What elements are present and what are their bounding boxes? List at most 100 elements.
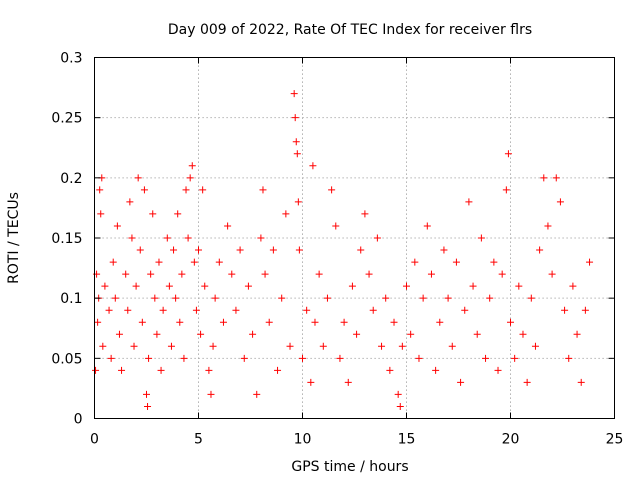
data-point (577, 378, 585, 386)
data-point (382, 294, 390, 302)
data-point (143, 390, 150, 398)
data-point (240, 354, 248, 362)
data-point (586, 258, 594, 266)
data-point (536, 246, 544, 254)
data-point (386, 366, 394, 374)
data-point (394, 390, 402, 398)
data-point (423, 222, 431, 230)
data-point (452, 258, 460, 266)
data-point (448, 342, 456, 350)
data-point (332, 222, 340, 230)
data-point (498, 270, 506, 278)
data-point (132, 282, 140, 290)
data-point (427, 270, 435, 278)
data-point (544, 222, 552, 230)
data-point (540, 174, 548, 182)
data-point (556, 198, 564, 206)
data-point (473, 330, 481, 338)
data-point (244, 282, 252, 290)
data-point (265, 318, 273, 326)
data-point (180, 354, 188, 362)
data-point (192, 306, 200, 314)
data-point (286, 342, 294, 350)
data-point (477, 234, 485, 242)
x-tick-label: 25 (606, 432, 624, 448)
data-point (373, 234, 381, 242)
data-point (259, 186, 267, 194)
data-point (109, 258, 117, 266)
y-tick-label: 0.25 (51, 111, 82, 127)
data-point (145, 354, 153, 362)
data-point (205, 366, 213, 374)
data-point (118, 366, 126, 374)
data-point (92, 366, 100, 374)
grid-lines (94, 57, 615, 419)
data-point (111, 294, 119, 302)
data-point (573, 330, 581, 338)
data-point (253, 390, 261, 398)
data-point (407, 330, 415, 338)
data-point (209, 342, 217, 350)
x-tick-label: 20 (502, 432, 520, 448)
data-point (328, 186, 336, 194)
data-point (502, 186, 510, 194)
x-tick-labels: 0 5 10 15 20 25 (90, 432, 623, 448)
data-point (167, 342, 175, 350)
x-tick-label: 15 (398, 432, 416, 448)
data-point (176, 318, 184, 326)
x-axis-label: GPS time / hours (291, 459, 408, 475)
data-point (211, 294, 219, 302)
x-tick-label: 0 (90, 432, 99, 448)
data-point (174, 210, 182, 218)
data-point (224, 222, 232, 230)
data-point (515, 282, 523, 290)
data-point (195, 246, 202, 254)
data-point (261, 270, 269, 278)
data-point (144, 402, 152, 410)
data-point (199, 186, 207, 194)
data-point (419, 294, 427, 302)
data-point (182, 186, 190, 194)
data-point (457, 378, 465, 386)
data-point (561, 306, 569, 314)
data-point (291, 114, 299, 122)
chart-title: Day 009 of 2022, Rate Of TEC Index for r… (168, 22, 532, 38)
y-tick-label: 0 (74, 412, 83, 428)
data-point (369, 306, 377, 314)
data-point (294, 198, 302, 206)
data-point (153, 330, 161, 338)
y-tick-label: 0.15 (51, 231, 82, 247)
data-point (136, 246, 144, 254)
data-point (295, 246, 303, 254)
data-point (353, 330, 361, 338)
data-point (101, 282, 109, 290)
data-point (115, 330, 123, 338)
data-point (130, 342, 138, 350)
axis-ticks (94, 57, 615, 419)
data-point (519, 330, 527, 338)
data-point (128, 234, 136, 242)
data-point (290, 90, 298, 98)
data-point (511, 354, 519, 362)
x-tick-label: 5 (194, 432, 203, 448)
y-tick-label: 0.05 (51, 351, 82, 367)
data-point (507, 318, 514, 326)
data-point (357, 246, 365, 254)
data-point (94, 318, 102, 326)
data-point (97, 210, 105, 218)
y-tick-label: 0.2 (60, 171, 82, 187)
data-point (465, 198, 473, 206)
data-point (299, 354, 306, 362)
data-point (469, 282, 477, 290)
data-point (336, 354, 344, 362)
y-tick-label: 0.3 (60, 51, 82, 67)
data-point (415, 354, 423, 362)
data-point (96, 186, 104, 194)
data-point (172, 294, 180, 302)
data-point (315, 270, 323, 278)
data-point (552, 174, 560, 182)
data-point (124, 306, 132, 314)
data-point (581, 306, 589, 314)
data-point (151, 294, 159, 302)
